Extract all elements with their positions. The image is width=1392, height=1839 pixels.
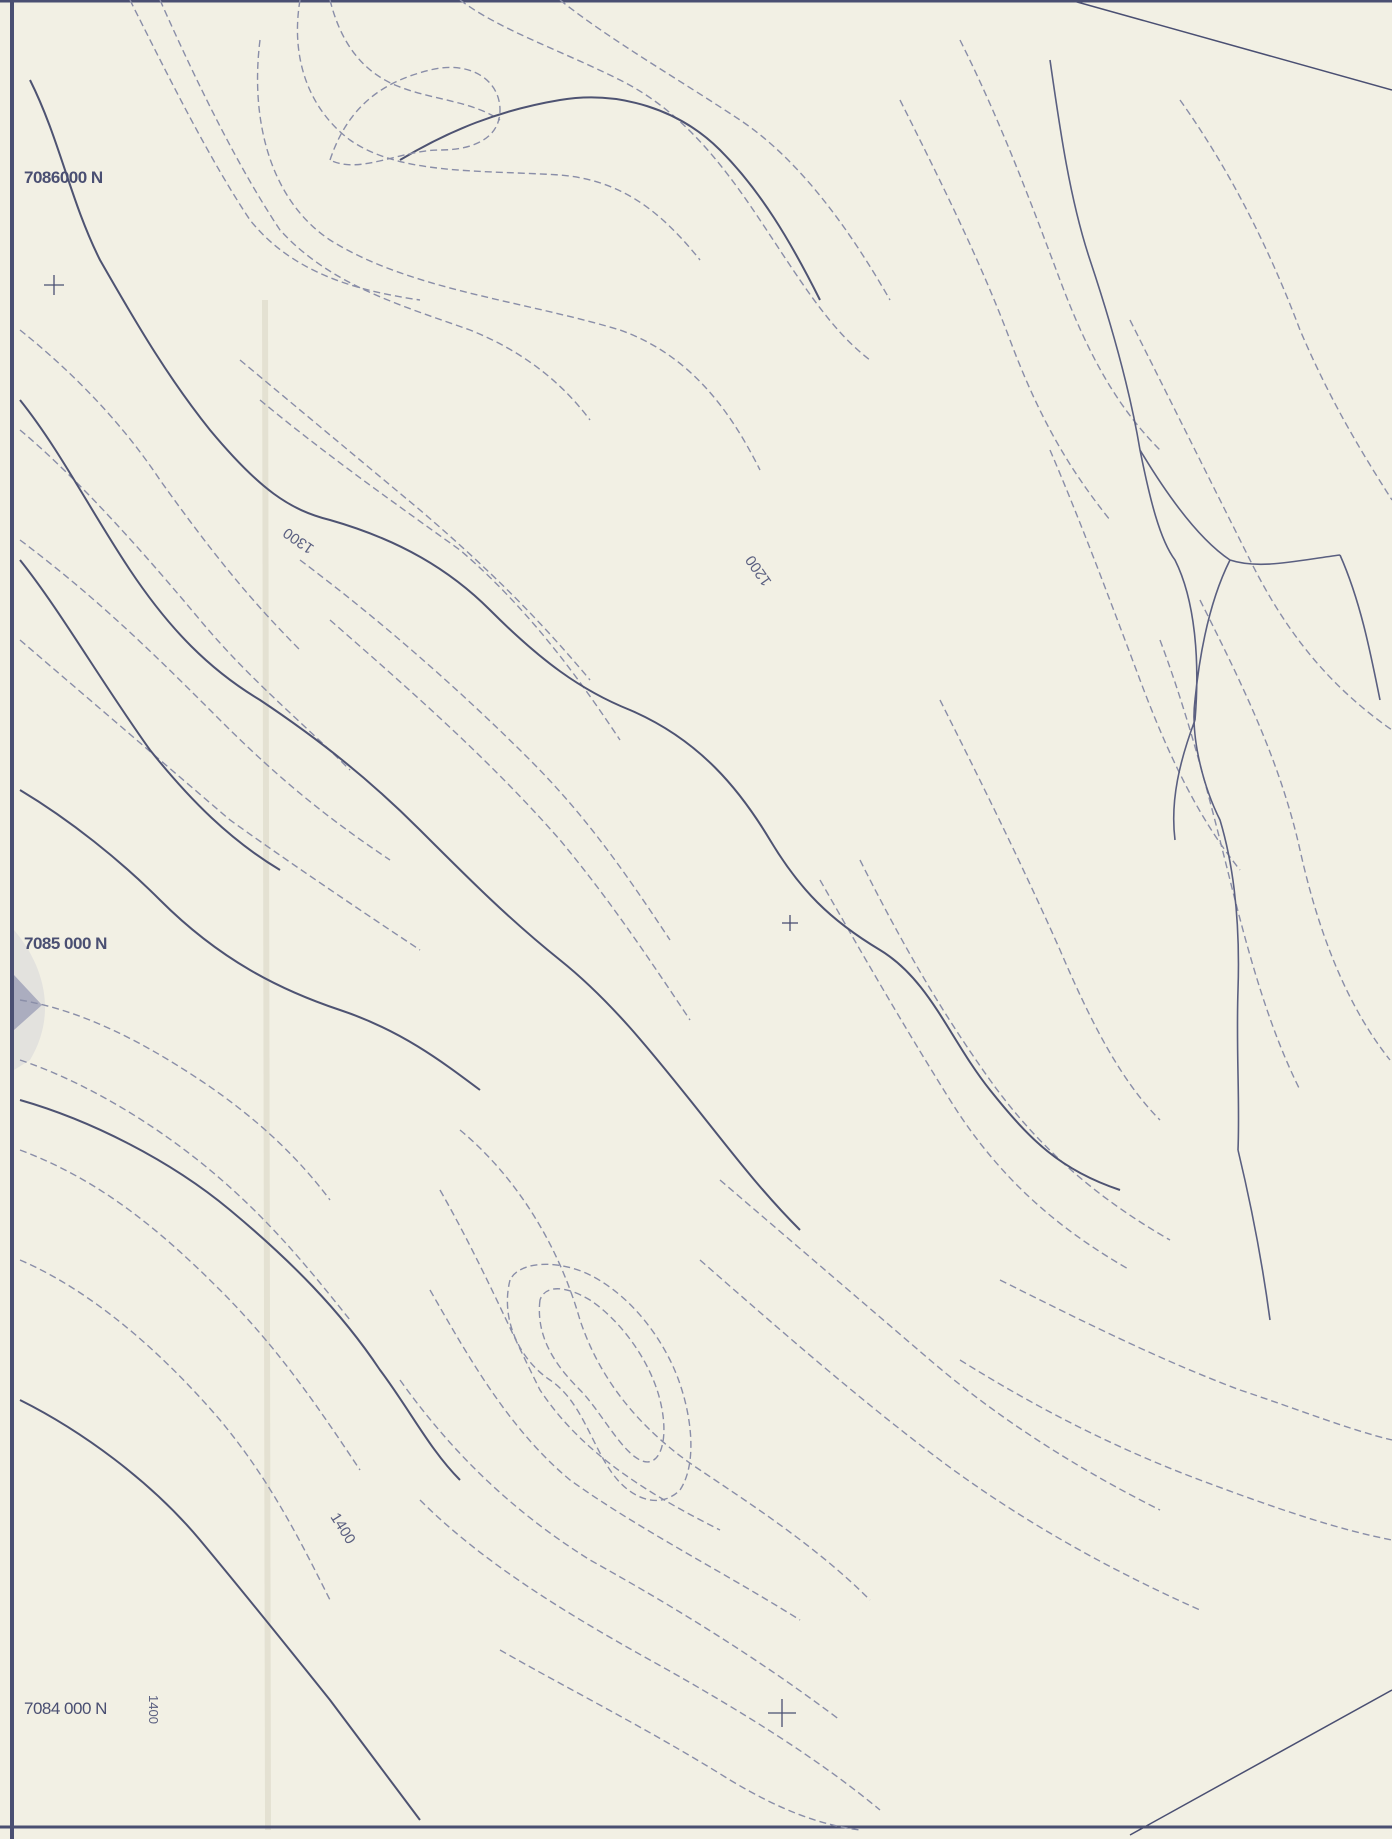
northing-label-7086000: 7086000 N bbox=[24, 168, 103, 187]
intermediate-contours bbox=[19, 0, 1392, 1831]
streams bbox=[1049, 59, 1381, 1321]
crosshair-icon bbox=[768, 1699, 796, 1727]
northing-label-7085000: 7085 000 N bbox=[24, 934, 107, 953]
northing-label-7084000: 7084 000 N bbox=[24, 1699, 107, 1718]
ridge-contour bbox=[329, 66, 501, 166]
hill-contour bbox=[538, 1288, 665, 1463]
index-contours bbox=[19, 79, 1121, 1821]
crosshair-icon bbox=[782, 915, 798, 931]
hill-contour bbox=[506, 1263, 692, 1501]
contour-label-1400-bottom: 1400 bbox=[145, 1695, 161, 1724]
crosshair-icon bbox=[44, 275, 64, 295]
